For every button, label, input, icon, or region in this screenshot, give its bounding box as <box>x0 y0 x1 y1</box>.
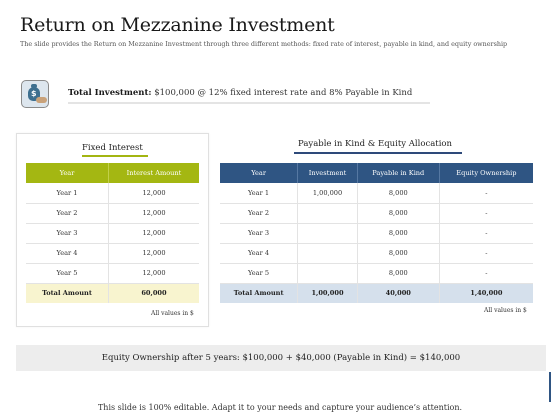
table-cell: Year 2 <box>26 203 109 224</box>
table-cell <box>297 243 358 264</box>
table-cell <box>297 263 358 284</box>
table-row: Year 5 8,000- <box>220 263 533 284</box>
total-investment-label: Total Investment: <box>68 88 152 98</box>
fixed-interest-underline <box>82 155 148 157</box>
column-header: Investment <box>297 163 358 183</box>
table-total-row: Total Amount 1,00,000 40,000 1,40,000 <box>220 283 533 303</box>
table-header-row: Year Investment Payable in Kind Equity O… <box>220 163 533 183</box>
column-header: Interest Amount <box>107 163 199 183</box>
table-cell: 8,000 <box>356 203 440 224</box>
table-cell <box>297 223 358 244</box>
table-cell: Year 5 <box>220 263 298 284</box>
table-cell: 1,00,000 <box>297 183 358 204</box>
column-header: Payable in Kind <box>356 163 440 183</box>
slide-title: Return on Mezzanine Investment <box>20 14 335 36</box>
investment-divider <box>68 102 430 104</box>
equity-summary-text: Equity Ownership after 5 years: $100,000… <box>101 353 461 363</box>
table-cell: Year 5 <box>26 263 109 284</box>
fixed-interest-heading: Fixed Interest <box>82 143 143 153</box>
fixed-interest-units-note: All values in $ <box>151 310 194 317</box>
table-cell: 8,000 <box>356 183 440 204</box>
table-cell: - <box>438 223 533 244</box>
table-cell: 12,000 <box>107 203 199 224</box>
table-cell: 1,00,000 <box>297 283 358 303</box>
table-cell: 12,000 <box>107 243 199 264</box>
table-cell: Total Amount <box>220 283 298 303</box>
table-cell: 12,000 <box>107 263 199 284</box>
table-cell: 12,000 <box>107 183 199 204</box>
table-row: Year 5 12,000 <box>26 263 199 284</box>
column-header: Year <box>220 163 298 183</box>
table-cell: Total Amount <box>26 283 109 303</box>
table-cell: Year 4 <box>26 243 109 264</box>
table-cell: - <box>438 203 533 224</box>
table-cell: Year 1 <box>26 183 109 204</box>
table-cell <box>297 203 358 224</box>
table-cell: 8,000 <box>356 223 440 244</box>
pik-equity-units-note: All values in $ <box>484 307 527 314</box>
pik-equity-underline <box>294 152 462 154</box>
table-cell: Year 2 <box>220 203 298 224</box>
column-header: Equity Ownership <box>438 163 533 183</box>
table-row: Year 2 12,000 <box>26 203 199 224</box>
equity-summary-box: Equity Ownership after 5 years: $100,000… <box>16 345 546 371</box>
table-cell: Year 1 <box>220 183 298 204</box>
table-cell: 1,40,000 <box>438 283 533 303</box>
money-bag-hand-icon: $ <box>21 80 49 108</box>
table-cell: Year 4 <box>220 243 298 264</box>
table-row: Year 3 12,000 <box>26 223 199 244</box>
table-header-row: Year Interest Amount <box>26 163 199 183</box>
table-cell: Year 3 <box>26 223 109 244</box>
table-cell: 8,000 <box>356 243 440 264</box>
total-investment-line: Total Investment: $100,000 @ 12% fixed i… <box>68 88 412 98</box>
table-cell: - <box>438 183 533 204</box>
table-row: Year 2 8,000- <box>220 203 533 224</box>
table-cell: 60,000 <box>107 283 199 303</box>
table-row: Year 1 12,000 <box>26 183 199 204</box>
table-row: Year 1 1,00,000 8,000- <box>220 183 533 204</box>
table-cell: - <box>438 243 533 264</box>
table-total-row: Total Amount 60,000 <box>26 283 199 303</box>
table-cell: Year 3 <box>220 223 298 244</box>
table-row: Year 4 8,000- <box>220 243 533 264</box>
slide-subtitle: The slide provides the Return on Mezzani… <box>20 40 508 48</box>
table-cell: 12,000 <box>107 223 199 244</box>
decorative-edge-bar <box>549 372 551 402</box>
total-investment-text: $100,000 @ 12% fixed interest rate and 8… <box>151 88 413 98</box>
fixed-interest-table: Year Interest Amount Year 1 12,000 Year 2… <box>26 163 199 303</box>
table-cell: - <box>438 263 533 284</box>
table-row: Year 3 8,000- <box>220 223 533 244</box>
pik-equity-heading: Payable in Kind & Equity Allocation <box>298 139 453 149</box>
pik-equity-table: Year Investment Payable in Kind Equity O… <box>220 163 533 303</box>
table-cell: 40,000 <box>356 283 440 303</box>
table-cell: 8,000 <box>356 263 440 284</box>
slide-footer: This slide is 100% editable. Adapt it to… <box>97 403 463 412</box>
table-row: Year 4 12,000 <box>26 243 199 264</box>
column-header: Year <box>26 163 109 183</box>
